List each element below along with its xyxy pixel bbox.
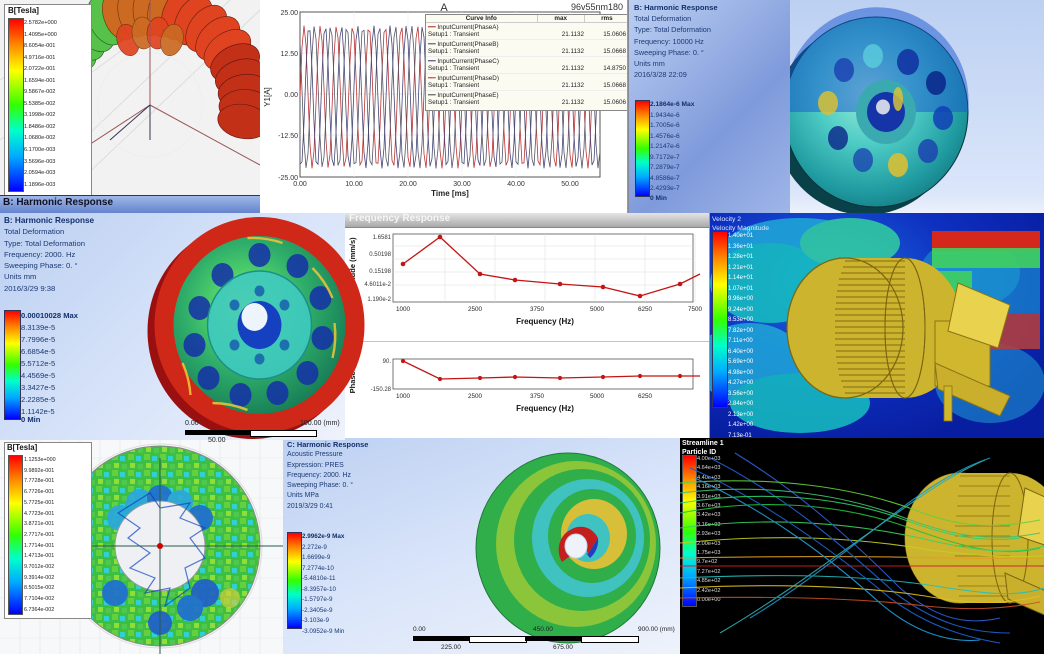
svg-text:3750: 3750 xyxy=(530,306,545,313)
svg-text:3750: 3750 xyxy=(530,393,545,400)
svg-text:Frequency (Hz): Frequency (Hz) xyxy=(516,404,574,413)
svg-text:Time [ms]: Time [ms] xyxy=(431,189,469,198)
svg-text:30.00: 30.00 xyxy=(453,181,471,188)
svg-text:20.00: 20.00 xyxy=(399,181,417,188)
svg-text:2500: 2500 xyxy=(468,306,483,313)
svg-text:6250: 6250 xyxy=(638,306,653,313)
svg-text:Frequency (Hz): Frequency (Hz) xyxy=(516,317,574,326)
svg-text:50.00: 50.00 xyxy=(561,181,579,188)
svg-text:-12.50: -12.50 xyxy=(278,133,298,140)
svg-text:7500: 7500 xyxy=(688,306,703,313)
svg-text:1.6581: 1.6581 xyxy=(373,235,392,241)
svg-text:12.50: 12.50 xyxy=(280,51,298,58)
svg-text:1000: 1000 xyxy=(396,306,411,313)
svg-text:2500: 2500 xyxy=(468,393,483,400)
svg-text:90.: 90. xyxy=(383,359,392,365)
svg-text:Y1[A]: Y1[A] xyxy=(263,87,272,107)
svg-text:1000: 1000 xyxy=(396,393,411,400)
svg-text:40.00: 40.00 xyxy=(507,181,525,188)
svg-text:0.00: 0.00 xyxy=(284,92,298,99)
svg-text:0.00: 0.00 xyxy=(293,181,307,188)
svg-text:10.00: 10.00 xyxy=(345,181,363,188)
svg-text:1.190e-2: 1.190e-2 xyxy=(367,297,391,303)
svg-text:0.50198: 0.50198 xyxy=(369,252,391,258)
svg-text:-150.28: -150.28 xyxy=(371,387,392,393)
svg-text:0.15198: 0.15198 xyxy=(369,269,391,275)
svg-text:6250: 6250 xyxy=(638,393,653,400)
svg-text:5000: 5000 xyxy=(590,393,605,400)
svg-text:5000: 5000 xyxy=(590,306,605,313)
